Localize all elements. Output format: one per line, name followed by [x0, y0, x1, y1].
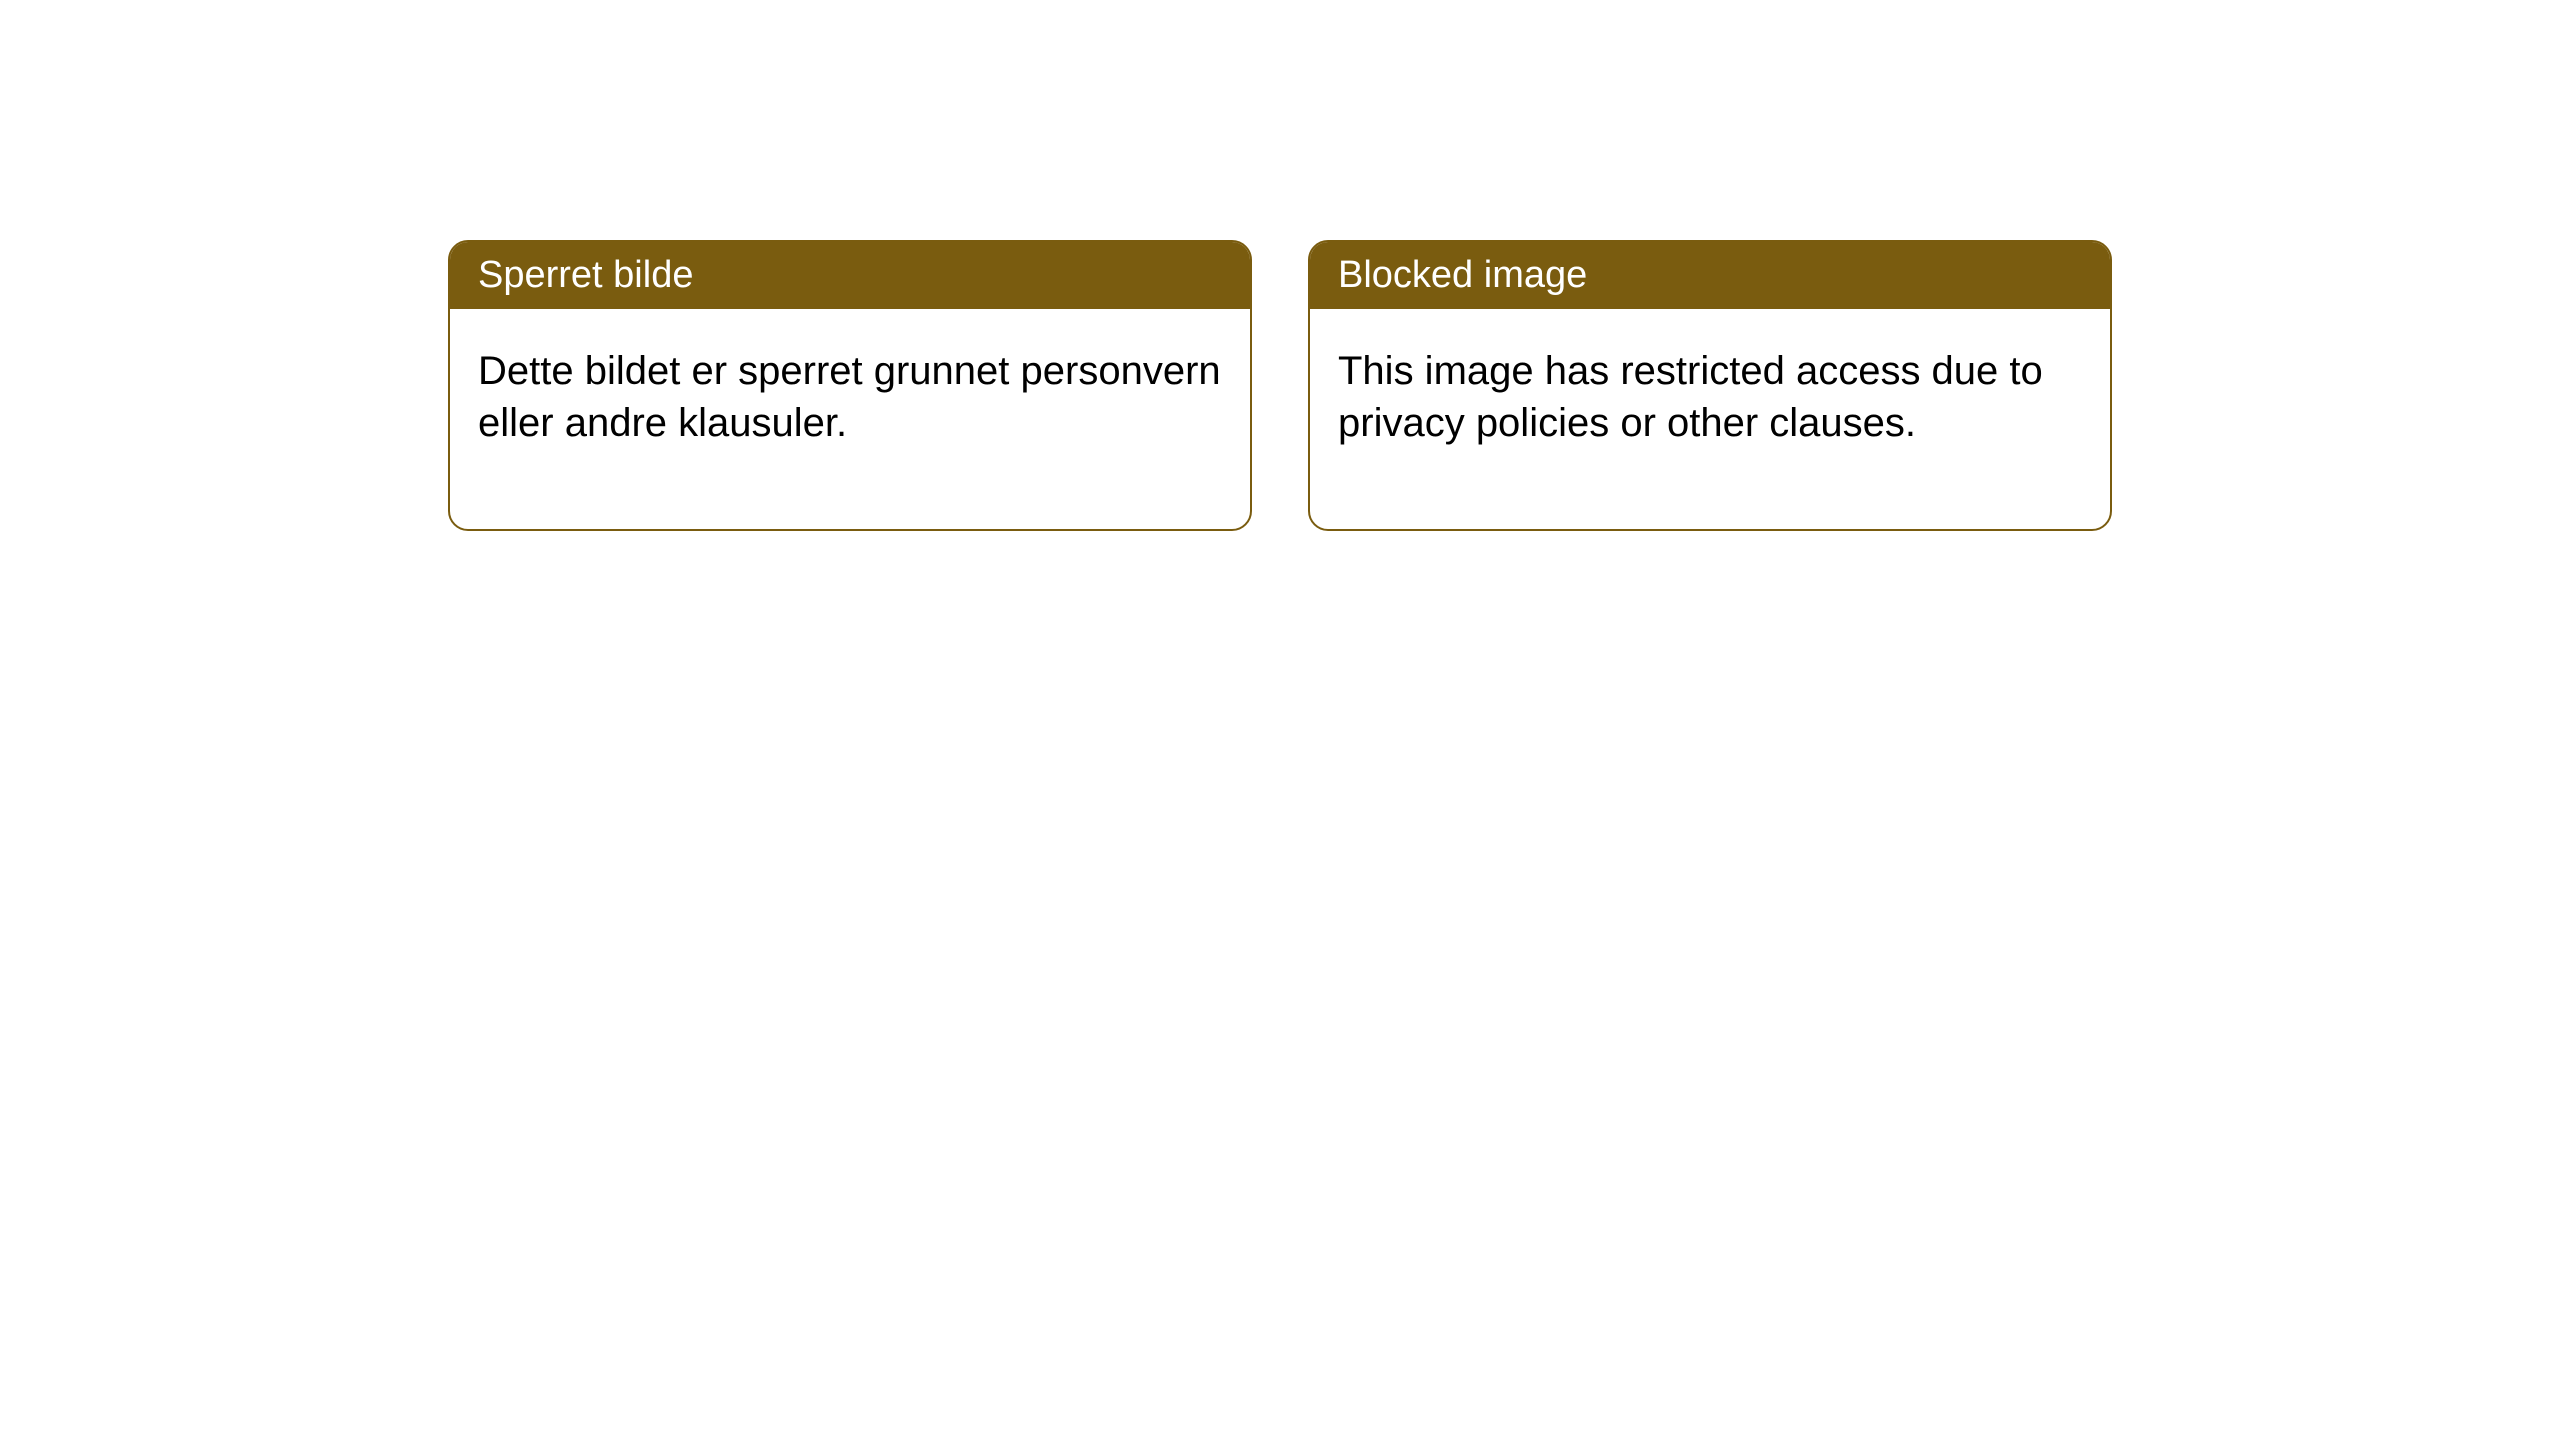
notice-title: Blocked image	[1338, 254, 1587, 296]
notice-card-english: Blocked image This image has restricted …	[1308, 240, 2112, 531]
notice-card-norwegian: Sperret bilde Dette bildet er sperret gr…	[448, 240, 1252, 531]
notice-message: This image has restricted access due to …	[1338, 349, 2043, 445]
notice-body: This image has restricted access due to …	[1310, 309, 2110, 529]
notice-message: Dette bildet er sperret grunnet personve…	[478, 349, 1221, 445]
notice-header: Sperret bilde	[450, 242, 1250, 309]
notice-title: Sperret bilde	[478, 254, 693, 296]
notice-container: Sperret bilde Dette bildet er sperret gr…	[0, 0, 2560, 531]
notice-header: Blocked image	[1310, 242, 2110, 309]
notice-body: Dette bildet er sperret grunnet personve…	[450, 309, 1250, 529]
